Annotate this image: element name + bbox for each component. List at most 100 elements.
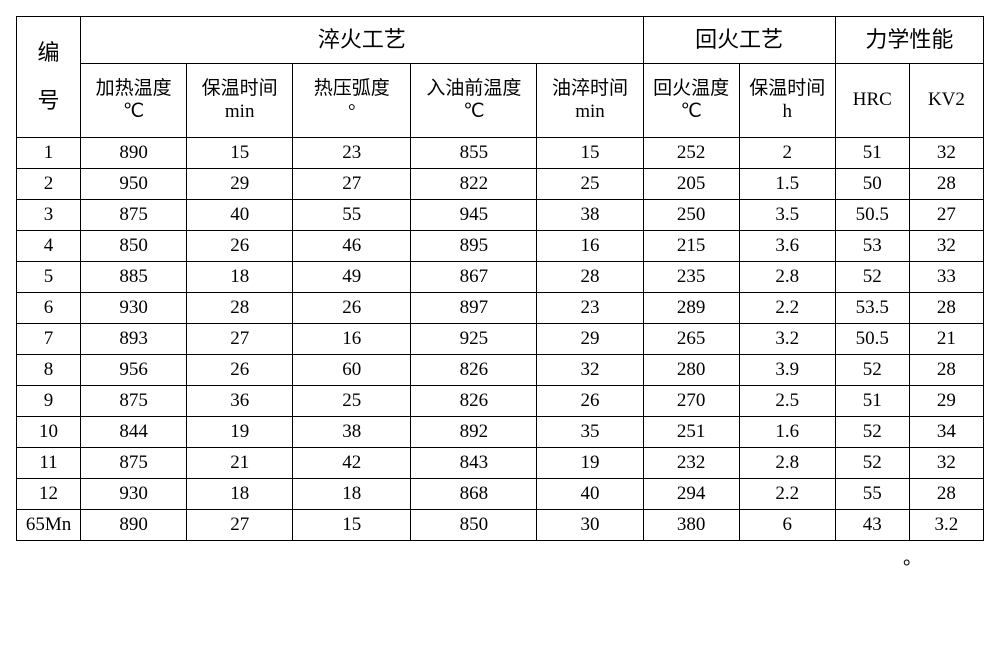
group-header-0: 淬火工艺 xyxy=(81,17,644,64)
sub-header-6: 保温时间h xyxy=(739,64,835,138)
data-cell: 33 xyxy=(909,262,983,293)
data-cell: 40 xyxy=(187,200,293,231)
table-row: 118752142843192322.85232 xyxy=(17,448,984,479)
table-row: 65Mn8902715850303806433.2 xyxy=(17,510,984,541)
data-cell: 25 xyxy=(293,386,411,417)
data-cell: 294 xyxy=(643,479,739,510)
table-header: 编号 淬火工艺回火工艺力学性能 加热温度℃保温时间min热压弧度°入油前温度℃油… xyxy=(17,17,984,138)
row-id-cell: 4 xyxy=(17,231,81,262)
table-row: 29502927822252051.55028 xyxy=(17,169,984,200)
data-cell: 1.5 xyxy=(739,169,835,200)
data-cell: 26 xyxy=(187,231,293,262)
data-cell: 950 xyxy=(81,169,187,200)
data-cell: 26 xyxy=(187,355,293,386)
data-cell: 2.2 xyxy=(739,479,835,510)
data-cell: 27 xyxy=(187,324,293,355)
data-cell: 250 xyxy=(643,200,739,231)
data-cell: 23 xyxy=(293,138,411,169)
data-cell: 32 xyxy=(909,138,983,169)
data-cell: 50.5 xyxy=(835,324,909,355)
data-cell: 826 xyxy=(411,386,537,417)
data-cell: 27 xyxy=(909,200,983,231)
table-body: 18901523855152522513229502927822252051.5… xyxy=(17,138,984,541)
id-column-header: 编号 xyxy=(17,17,81,138)
data-cell: 51 xyxy=(835,386,909,417)
row-id-cell: 3 xyxy=(17,200,81,231)
data-cell: 35 xyxy=(537,417,643,448)
data-cell: 29 xyxy=(187,169,293,200)
data-cell: 30 xyxy=(537,510,643,541)
data-cell: 51 xyxy=(835,138,909,169)
data-cell: 19 xyxy=(187,417,293,448)
data-cell: 21 xyxy=(909,324,983,355)
data-cell: 890 xyxy=(81,510,187,541)
data-cell: 50 xyxy=(835,169,909,200)
row-id-cell: 7 xyxy=(17,324,81,355)
data-cell: 893 xyxy=(81,324,187,355)
data-cell: 15 xyxy=(293,510,411,541)
data-cell: 844 xyxy=(81,417,187,448)
sub-header-8: KV2 xyxy=(909,64,983,138)
sub-header-0: 加热温度℃ xyxy=(81,64,187,138)
data-cell: 32 xyxy=(537,355,643,386)
data-cell: 49 xyxy=(293,262,411,293)
data-cell: 850 xyxy=(81,231,187,262)
data-cell: 23 xyxy=(537,293,643,324)
data-cell: 270 xyxy=(643,386,739,417)
data-cell: 21 xyxy=(187,448,293,479)
data-cell: 28 xyxy=(909,479,983,510)
data-cell: 19 xyxy=(537,448,643,479)
data-cell: 28 xyxy=(909,355,983,386)
data-cell: 50.5 xyxy=(835,200,909,231)
table-row: 78932716925292653.250.521 xyxy=(17,324,984,355)
data-cell: 36 xyxy=(187,386,293,417)
data-cell: 885 xyxy=(81,262,187,293)
data-cell: 3.2 xyxy=(739,324,835,355)
data-cell: 53.5 xyxy=(835,293,909,324)
data-cell: 2 xyxy=(739,138,835,169)
data-cell: 27 xyxy=(293,169,411,200)
data-cell: 2.8 xyxy=(739,448,835,479)
data-cell: 855 xyxy=(411,138,537,169)
data-cell: 55 xyxy=(835,479,909,510)
data-cell: 930 xyxy=(81,479,187,510)
row-id-cell: 5 xyxy=(17,262,81,293)
sub-header-7: HRC xyxy=(835,64,909,138)
data-cell: 843 xyxy=(411,448,537,479)
sub-header-1: 保温时间min xyxy=(187,64,293,138)
group-header-2: 力学性能 xyxy=(835,17,983,64)
data-cell: 60 xyxy=(293,355,411,386)
data-cell: 29 xyxy=(537,324,643,355)
data-cell: 930 xyxy=(81,293,187,324)
data-cell: 897 xyxy=(411,293,537,324)
row-id-cell: 9 xyxy=(17,386,81,417)
data-cell: 875 xyxy=(81,200,187,231)
group-header-1: 回火工艺 xyxy=(643,17,835,64)
table-row: 189015238551525225132 xyxy=(17,138,984,169)
data-cell: 2.8 xyxy=(739,262,835,293)
data-cell: 52 xyxy=(835,417,909,448)
data-cell: 38 xyxy=(293,417,411,448)
footer-period: 。 xyxy=(16,541,984,570)
data-cell: 2.5 xyxy=(739,386,835,417)
sub-header-5: 回火温度℃ xyxy=(643,64,739,138)
data-cell: 15 xyxy=(187,138,293,169)
data-cell: 252 xyxy=(643,138,739,169)
table-row: 48502646895162153.65332 xyxy=(17,231,984,262)
data-cell: 280 xyxy=(643,355,739,386)
sub-header-4: 油淬时间min xyxy=(537,64,643,138)
data-cell: 29 xyxy=(909,386,983,417)
data-cell: 52 xyxy=(835,262,909,293)
data-cell: 826 xyxy=(411,355,537,386)
data-cell: 26 xyxy=(293,293,411,324)
data-cell: 27 xyxy=(187,510,293,541)
data-cell: 875 xyxy=(81,448,187,479)
row-id-cell: 6 xyxy=(17,293,81,324)
header-row-groups: 编号 淬火工艺回火工艺力学性能 xyxy=(17,17,984,64)
data-cell: 945 xyxy=(411,200,537,231)
data-cell: 265 xyxy=(643,324,739,355)
data-cell: 43 xyxy=(835,510,909,541)
row-id-cell: 2 xyxy=(17,169,81,200)
process-data-table: 编号 淬火工艺回火工艺力学性能 加热温度℃保温时间min热压弧度°入油前温度℃油… xyxy=(16,16,984,541)
data-cell: 55 xyxy=(293,200,411,231)
